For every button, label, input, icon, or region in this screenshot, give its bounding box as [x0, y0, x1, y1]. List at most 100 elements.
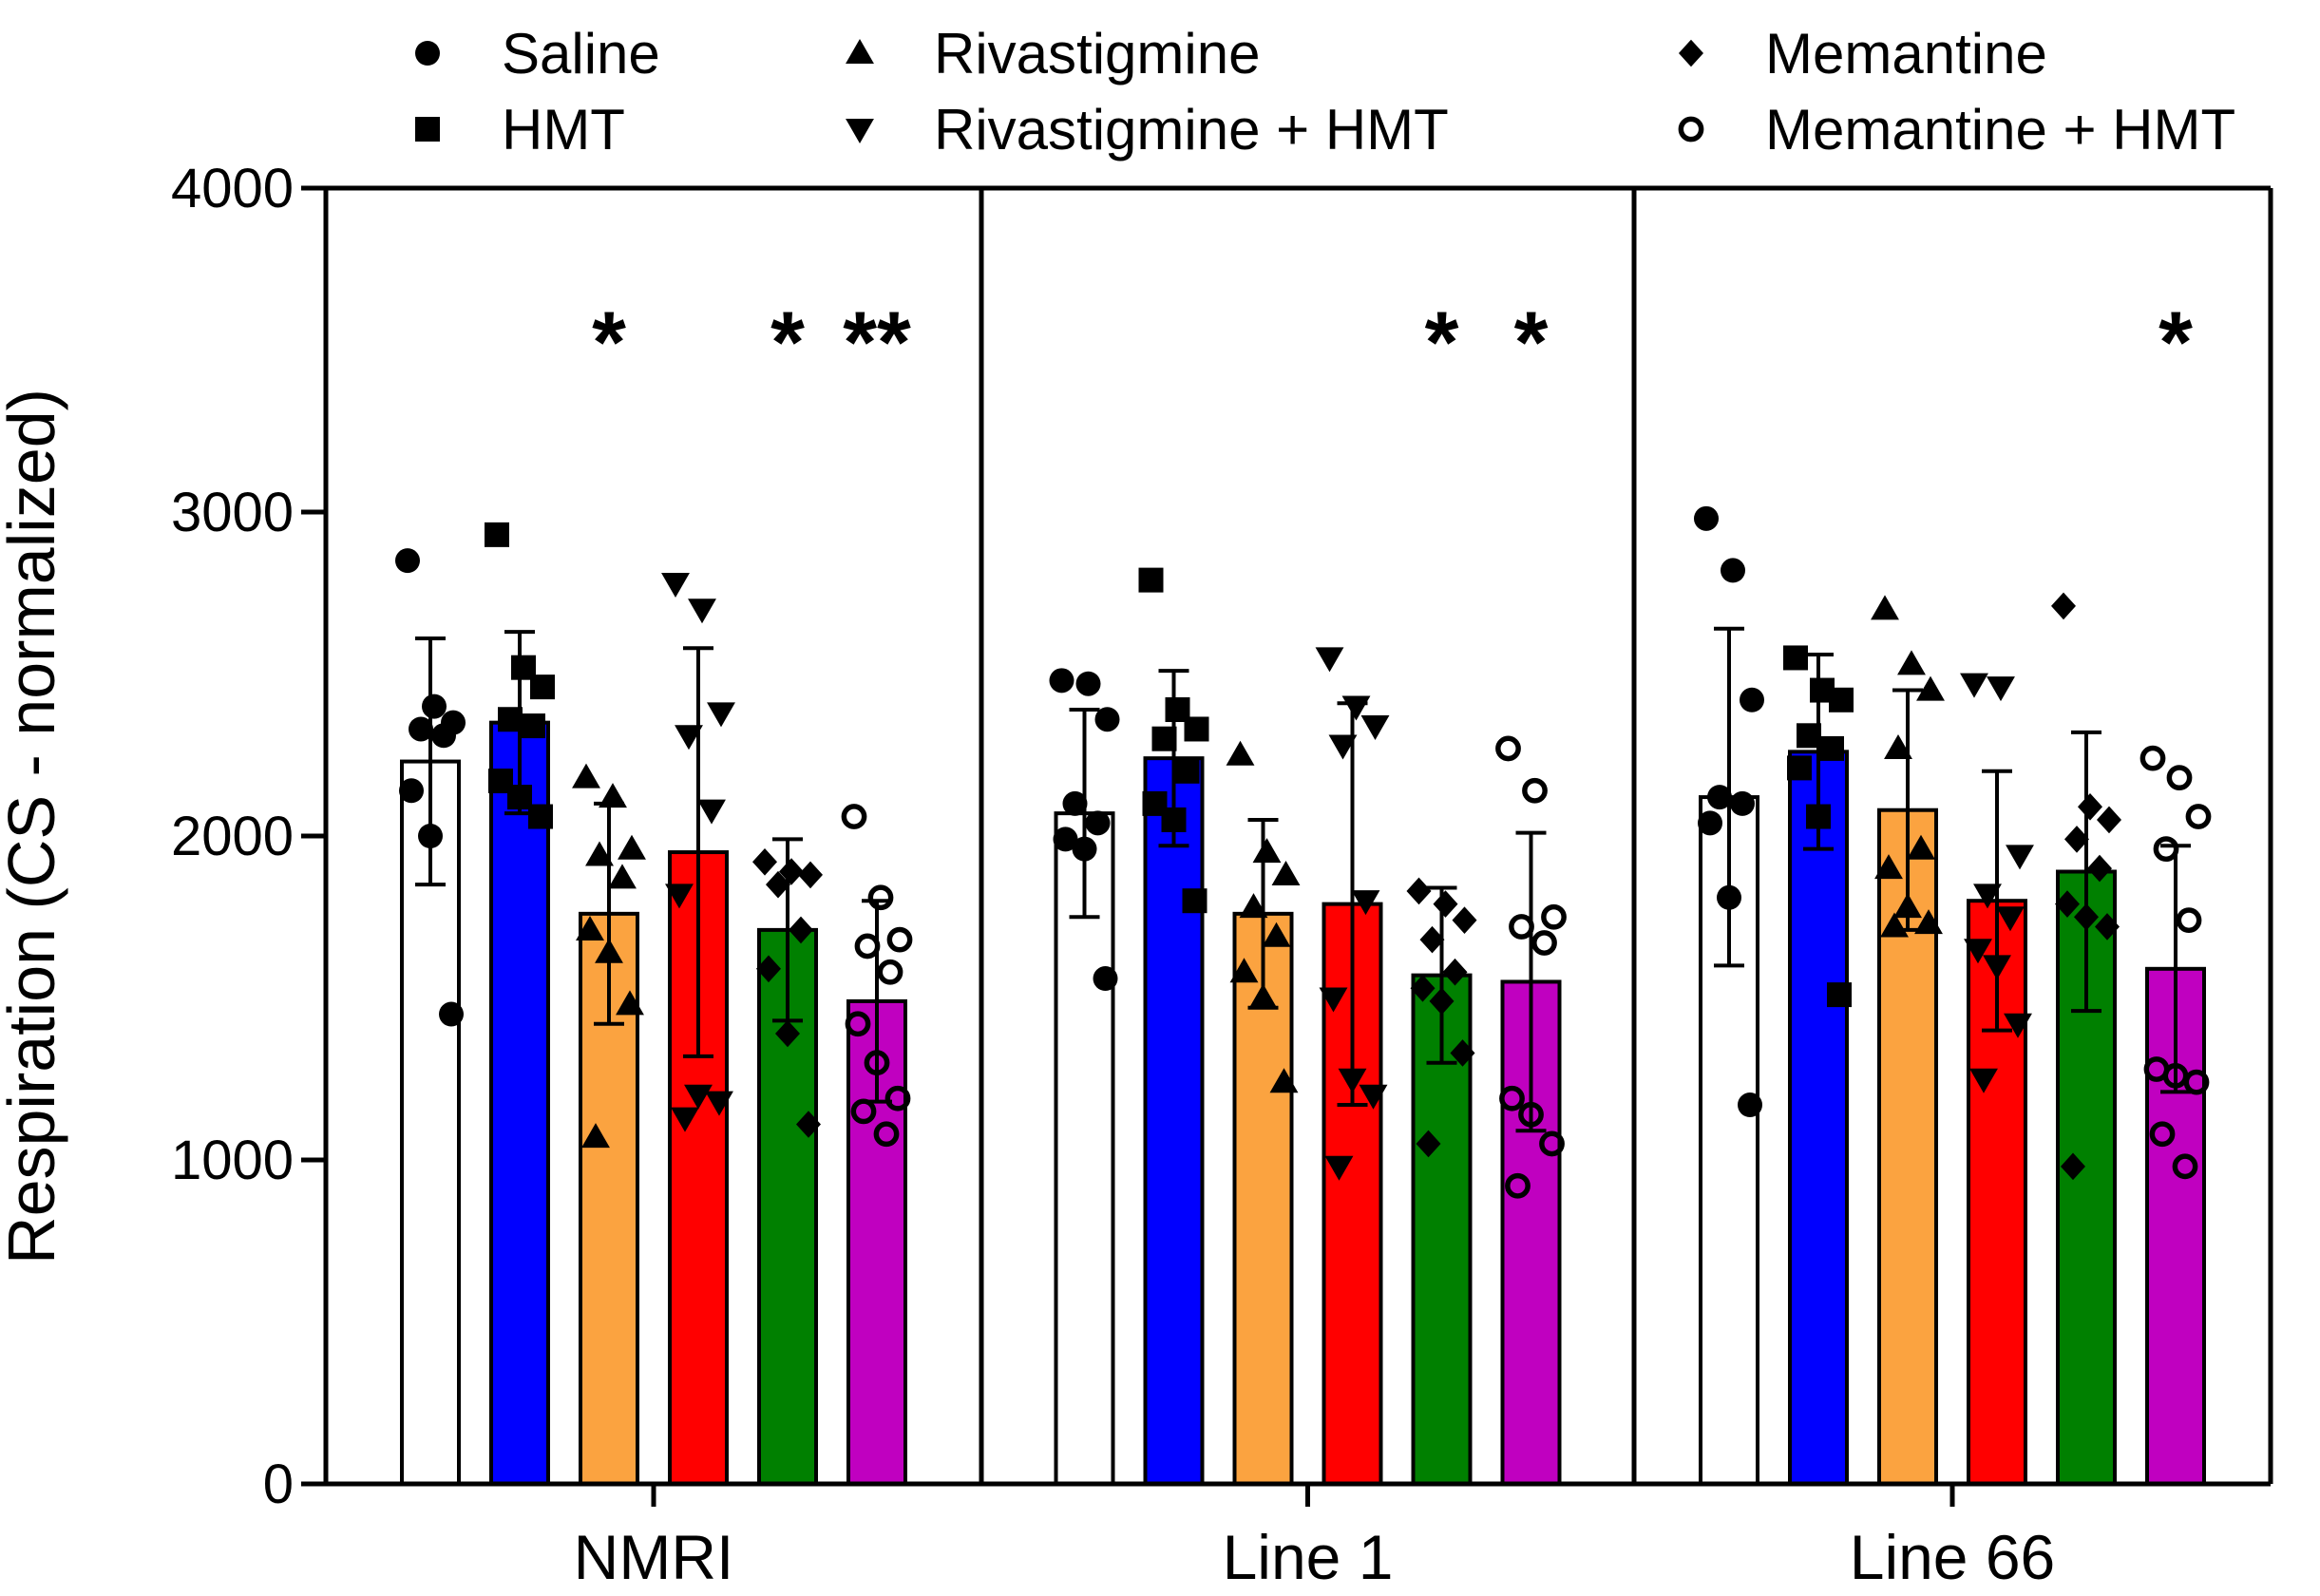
data-point	[1730, 790, 1755, 816]
data-point	[1094, 707, 1120, 732]
data-point	[1819, 735, 1844, 761]
data-point	[1452, 906, 1477, 934]
data-point	[1996, 906, 2025, 932]
x-category-label: Line 1	[1223, 1522, 1394, 1592]
data-point	[581, 1123, 610, 1149]
data-point	[1829, 687, 1854, 712]
data-point	[1269, 1068, 1299, 1093]
data-point	[2006, 845, 2034, 870]
data-point	[1182, 888, 1208, 914]
data-point	[1328, 734, 1358, 760]
data-point	[2153, 836, 2179, 863]
data-point	[1239, 893, 1268, 919]
data-point	[2051, 592, 2076, 620]
bar	[846, 998, 907, 1487]
data-point	[1509, 914, 1534, 940]
legend-item: Rivastigmine	[846, 22, 1260, 86]
data-points	[395, 505, 2212, 1199]
data-point	[707, 702, 735, 728]
data-point	[1450, 1039, 1475, 1067]
data-point	[1914, 909, 1943, 935]
data-point	[599, 783, 627, 808]
data-point	[1740, 687, 1764, 712]
data-point	[877, 959, 903, 985]
bar	[489, 720, 550, 1486]
data-point	[2183, 1069, 2210, 1095]
data-point	[1419, 925, 1445, 954]
y-tick-label: 3000	[171, 482, 294, 543]
data-point	[1359, 1084, 1388, 1110]
data-point	[1499, 1085, 1525, 1112]
data-point	[1916, 675, 1945, 701]
significance-marker: *	[2158, 294, 2193, 391]
legend-item: Rivastigmine + HMT	[846, 98, 1449, 162]
data-point	[1539, 1130, 1565, 1157]
significance-marker: *	[592, 294, 626, 391]
data-point	[576, 915, 604, 940]
data-point	[1707, 785, 1732, 810]
data-point	[2172, 1153, 2198, 1180]
data-point	[528, 804, 553, 829]
bar	[1143, 756, 1205, 1486]
error-bars	[415, 626, 2191, 1133]
significance-markers: * * ** * * *	[592, 294, 2193, 391]
data-point	[1410, 974, 1436, 1002]
data-point	[779, 858, 804, 885]
data-point	[1969, 1068, 1998, 1093]
data-point	[1271, 860, 1301, 885]
data-point	[1174, 758, 1200, 784]
data-point	[2176, 907, 2202, 934]
legend-marker	[1679, 39, 1703, 67]
data-point	[1062, 790, 1088, 816]
data-point	[618, 834, 646, 860]
legend-label: Memantine	[1765, 22, 2047, 86]
y-tick-label: 4000	[171, 158, 294, 219]
data-point	[2061, 1152, 2085, 1181]
y-tick-label: 1000	[171, 1130, 294, 1191]
data-point	[485, 522, 509, 547]
legend-item: Saline	[415, 22, 660, 86]
data-point	[2097, 806, 2121, 834]
data-point	[697, 799, 726, 825]
data-point	[1319, 987, 1348, 1013]
data-point	[2004, 1013, 2032, 1038]
legend-item: HMT	[415, 98, 625, 162]
data-point	[688, 598, 716, 624]
data-point	[1226, 740, 1255, 766]
data-point	[1694, 505, 1719, 531]
data-point	[665, 884, 694, 909]
legend-label: Saline	[502, 22, 660, 86]
legend-marker	[846, 39, 874, 65]
data-point	[867, 884, 894, 911]
data-point	[616, 990, 644, 1016]
data-point	[1315, 647, 1344, 673]
data-point	[1262, 922, 1291, 947]
data-point	[1085, 810, 1111, 836]
data-point	[1324, 1155, 1354, 1181]
data-point	[1252, 838, 1282, 864]
data-point	[886, 926, 913, 953]
legend-marker	[415, 117, 440, 142]
legend-marker	[415, 41, 440, 66]
data-point	[422, 694, 447, 719]
data-point	[2149, 1121, 2176, 1148]
data-point	[1787, 755, 1812, 781]
data-point	[1884, 733, 1912, 759]
data-point	[1964, 939, 1992, 964]
legend-label: Rivastigmine	[934, 22, 1260, 86]
data-point	[1053, 826, 1078, 852]
x-axis: NMRI Line 1 Line 66	[326, 1481, 2271, 1592]
x-category-label: NMRI	[574, 1522, 734, 1592]
data-point	[1495, 735, 1521, 762]
data-point	[2185, 804, 2212, 829]
y-axis-label: Respiration (CS - normalized)	[0, 389, 68, 1264]
data-point	[1973, 884, 2002, 909]
legend-item: Memantine + HMT	[1678, 98, 2235, 162]
data-point	[1138, 567, 1164, 593]
data-point	[608, 864, 637, 889]
legend-label: Rivastigmine + HMT	[934, 98, 1449, 162]
data-point	[572, 763, 600, 788]
data-point	[798, 861, 823, 889]
